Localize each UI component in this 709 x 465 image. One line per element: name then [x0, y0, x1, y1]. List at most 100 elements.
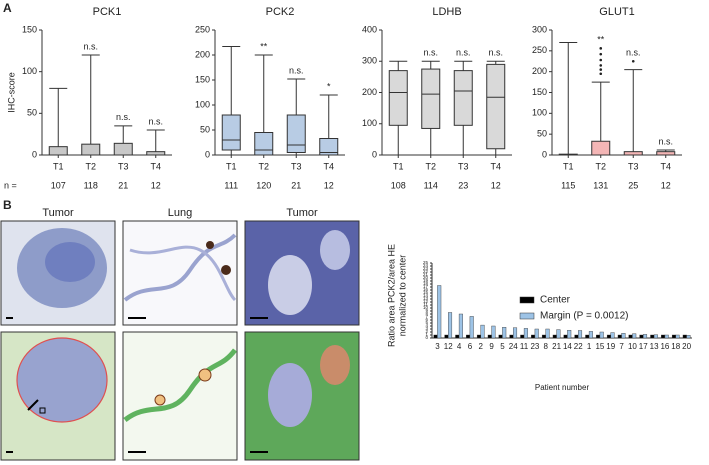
- bar: [433, 334, 438, 339]
- bar: [621, 333, 626, 339]
- bar: [639, 334, 644, 339]
- x-tick-label: 24: [509, 342, 518, 351]
- y-tick-label: 23: [423, 266, 429, 271]
- x-tick-label: 19: [606, 342, 615, 351]
- x-tick-label: 2: [479, 342, 484, 351]
- significance: *: [327, 81, 331, 91]
- box: [486, 63, 506, 150]
- y-tick-label: 50: [27, 108, 37, 118]
- y-tick-label: 50: [537, 129, 547, 139]
- x-tick-label: 20: [682, 342, 691, 351]
- outlier: [599, 52, 603, 56]
- y-tick-label: 19: [423, 278, 429, 283]
- box: [286, 114, 306, 153]
- y-tick-label: 200: [532, 66, 547, 76]
- bar: [682, 334, 687, 339]
- x-tick-label: T1: [53, 161, 64, 171]
- arrow: [27, 399, 39, 411]
- bar: [458, 313, 463, 339]
- legend-label: Margin (P = 0.0012): [540, 311, 628, 322]
- y-tick-label: 150: [532, 87, 547, 97]
- y-tick-label: 7: [425, 314, 428, 319]
- box: [319, 138, 339, 156]
- significance: n.s.: [658, 136, 673, 146]
- bar: [466, 334, 471, 339]
- bar: [585, 334, 590, 339]
- x-axis-label: Patient number: [535, 383, 590, 392]
- y-tick-label: 250: [195, 24, 210, 34]
- n-value: 111: [224, 180, 238, 190]
- x-tick-label: 21: [552, 342, 561, 351]
- box: [388, 70, 408, 126]
- y-tick-label: 24: [423, 263, 429, 268]
- bar: [480, 324, 485, 339]
- bar: [534, 328, 539, 339]
- y-tick-label: 6: [425, 317, 428, 322]
- significance: n.s.: [488, 48, 503, 58]
- image-label: Tumor: [42, 207, 74, 219]
- x-tick-label: 11: [520, 342, 529, 351]
- x-tick-label: 7: [619, 342, 624, 351]
- y-tick-label: 14: [423, 293, 429, 298]
- panel-label: A: [3, 1, 12, 15]
- x-tick-label: 1: [587, 342, 592, 351]
- y-tick-label: 9: [425, 308, 428, 313]
- y-axis-label: IHC-score: [6, 72, 16, 113]
- chart-title: GLUT1: [599, 6, 634, 18]
- outlier: [599, 72, 603, 76]
- panel-label: B: [3, 198, 12, 212]
- bar: [520, 334, 525, 339]
- image-detail: [129, 245, 237, 302]
- x-tick-label: T1: [563, 161, 574, 171]
- y-tick-label: 11: [423, 302, 428, 307]
- micrographs: [0, 220, 360, 461]
- y-tick-label: 13: [423, 296, 429, 301]
- bar: [455, 334, 460, 339]
- bar: [664, 334, 669, 339]
- y-tick-label: 100: [195, 99, 210, 109]
- bar: [448, 312, 453, 339]
- n-value: 114: [424, 180, 438, 190]
- outlier: [631, 59, 635, 63]
- significance: n.s.: [423, 48, 438, 58]
- bar: [556, 329, 561, 339]
- box: [81, 143, 101, 156]
- x-tick-label: 12: [444, 342, 453, 351]
- n-value: 21: [118, 180, 128, 190]
- significance: n.s.: [116, 112, 131, 122]
- y-tick-label: 0: [32, 149, 37, 159]
- y-tick-label: 1: [425, 332, 428, 337]
- bar: [541, 334, 546, 339]
- image-detail: [123, 348, 237, 423]
- y-axis-label: Ratio area PCK2/area HE: [386, 244, 396, 347]
- y-tick-label: 18: [423, 281, 429, 286]
- y-tick-label: 100: [532, 108, 547, 118]
- bar: [675, 334, 680, 339]
- box: [254, 132, 274, 156]
- image-detail: [206, 241, 214, 249]
- y-tick-label: 200: [195, 49, 210, 59]
- bar: [628, 334, 633, 339]
- significance: n.s.: [148, 116, 163, 126]
- y-tick-label: 300: [362, 56, 377, 66]
- x-tick-label: T2: [85, 161, 96, 171]
- x-tick-label: T3: [291, 161, 302, 171]
- bar: [531, 334, 536, 339]
- y-tick-label: 8: [425, 311, 428, 316]
- y-tick-label: 0: [205, 149, 210, 159]
- x-tick-label: T4: [323, 161, 334, 171]
- image-detail: [268, 255, 312, 315]
- y-tick-label: 100: [22, 66, 37, 76]
- n-value: 108: [391, 180, 406, 190]
- n-label: n =: [4, 180, 17, 190]
- n-value: 12: [491, 180, 501, 190]
- bar: [523, 328, 528, 339]
- y-tick-label: 0: [425, 335, 428, 340]
- n-value: 12: [151, 180, 161, 190]
- significance: n.s.: [289, 65, 304, 75]
- x-tick-label: T3: [628, 161, 639, 171]
- y-tick-label: 15: [423, 290, 429, 295]
- x-tick-label: 22: [574, 342, 583, 351]
- bar: [513, 327, 518, 339]
